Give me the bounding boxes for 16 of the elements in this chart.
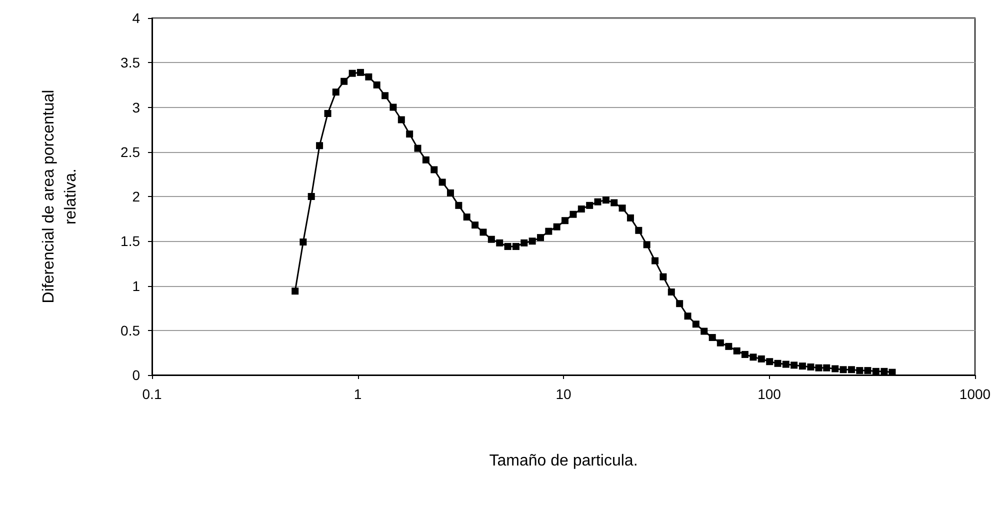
y-tick-label: 2 bbox=[132, 188, 140, 204]
y-tick-label: 3 bbox=[132, 99, 140, 116]
y-axis-title: Diferencial de area porcentual relativa. bbox=[40, 90, 80, 304]
y-tick-label: 1.5 bbox=[120, 233, 140, 250]
x-tick-label: 0.1 bbox=[142, 386, 162, 402]
x-tick-label: 100 bbox=[758, 386, 782, 402]
y-tick-label: 0.5 bbox=[120, 322, 140, 338]
x-tick-label: 1 bbox=[354, 386, 362, 402]
y-tick-label: 4 bbox=[132, 10, 140, 26]
x-tick-label: 10 bbox=[556, 386, 572, 402]
y-tick-label: 0 bbox=[132, 367, 140, 383]
y-tick-label: 3.5 bbox=[120, 54, 140, 71]
y-tick-label: 2.5 bbox=[120, 144, 140, 160]
x-tick-label: 1000 bbox=[959, 386, 991, 402]
x-axis-title: Tamaño de particula. bbox=[489, 452, 638, 470]
y-tick-label: 1 bbox=[132, 278, 140, 294]
